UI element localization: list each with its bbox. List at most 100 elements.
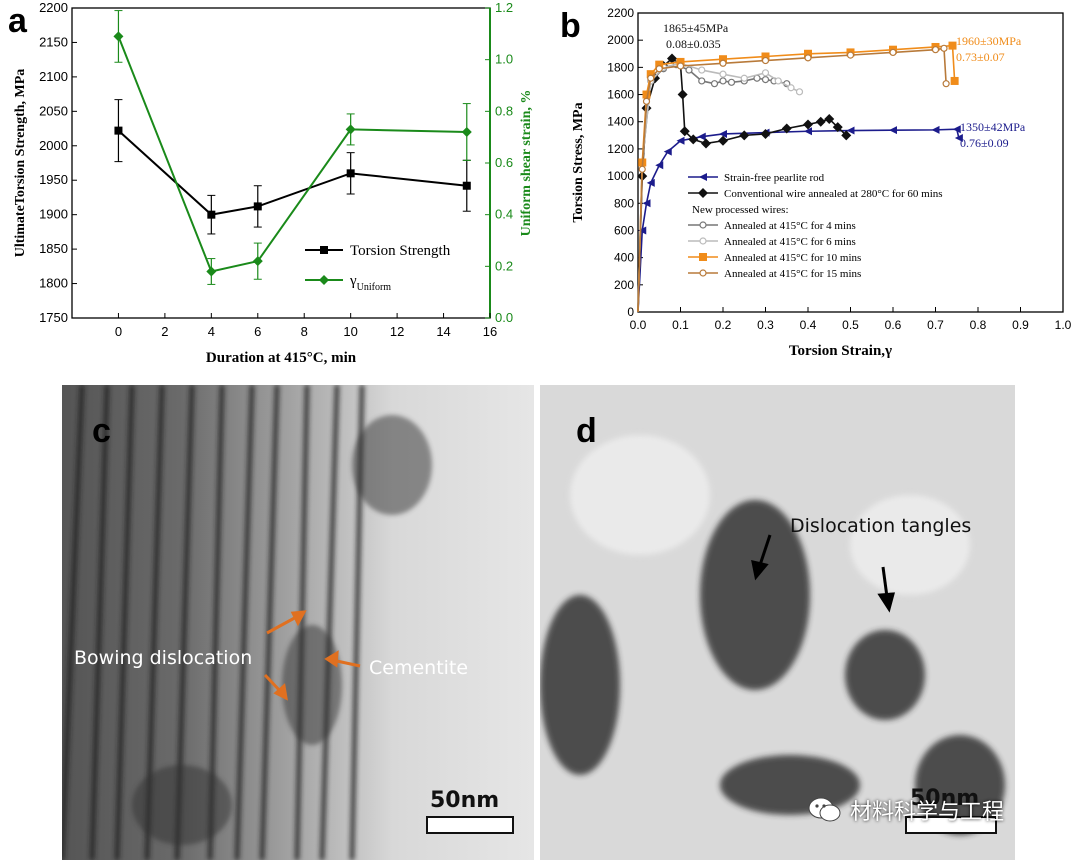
x-tick-label-b: 0.8 bbox=[970, 318, 987, 332]
x-tick-label-b: 0.4 bbox=[800, 318, 817, 332]
x-tick-label-b: 0.5 bbox=[842, 318, 859, 332]
data-point-b bbox=[954, 134, 963, 143]
x-tick-label-a: 16 bbox=[483, 324, 497, 339]
data-point-a bbox=[462, 181, 471, 190]
data-point-b bbox=[761, 69, 770, 77]
orange-arrow-icon bbox=[263, 610, 361, 701]
legend-label-b: Strain-free pearlite rod bbox=[724, 172, 825, 184]
y-right-tick-label-a: 0.0 bbox=[495, 310, 513, 325]
data-point-b bbox=[719, 70, 727, 78]
scale-bar-label-d: 50nm bbox=[910, 786, 979, 811]
legend-label-b: Annealed at 415°C for 4 mins bbox=[724, 220, 856, 232]
data-point-b bbox=[940, 44, 948, 52]
y-left-tick-label-a: 2150 bbox=[39, 34, 68, 49]
data-point-b bbox=[740, 74, 748, 82]
x-tick-label-b: 0.1 bbox=[672, 318, 689, 332]
x-tick-label-b: 0.3 bbox=[757, 318, 774, 332]
data-point-b bbox=[677, 89, 688, 100]
data-point-b bbox=[679, 126, 690, 137]
annotation-b: 0.76±0.09 bbox=[960, 136, 1009, 150]
annotation-b: 1350±42MPa bbox=[960, 120, 1026, 134]
data-point-b bbox=[676, 136, 685, 145]
series-line-a-0 bbox=[117, 129, 467, 216]
x-axis-label-a: Duration at 415°C, min bbox=[206, 350, 357, 366]
data-point-b bbox=[697, 132, 706, 141]
data-point-b bbox=[638, 226, 647, 235]
data-point-b bbox=[948, 41, 957, 50]
scale-bar-c bbox=[426, 816, 514, 834]
x-tick-label-a: 14 bbox=[436, 324, 450, 339]
legend-label-b: Annealed at 415°C for 15 mins bbox=[724, 268, 861, 280]
legend-marker-a bbox=[320, 246, 328, 254]
data-point-b bbox=[685, 66, 693, 74]
y-tick-label-b: 2200 bbox=[607, 6, 634, 20]
y-tick-label-b: 1400 bbox=[607, 115, 634, 129]
y-left-tick-label-a: 2100 bbox=[39, 69, 68, 84]
data-point-b bbox=[889, 126, 897, 135]
data-point-b bbox=[761, 52, 770, 61]
data-point-b bbox=[655, 65, 663, 73]
y-right-tick-label-a: 1.2 bbox=[495, 0, 513, 15]
series-b-0 bbox=[637, 125, 963, 313]
x-tick-label-a: 8 bbox=[301, 324, 308, 339]
plot-frame-a bbox=[71, 7, 491, 319]
data-point-b bbox=[942, 80, 950, 88]
data-point-b bbox=[647, 74, 655, 82]
legend-label-b: Annealed at 415°C for 6 mins bbox=[724, 236, 856, 248]
legend-marker-b bbox=[699, 253, 707, 261]
data-point-a bbox=[253, 202, 262, 211]
black-arrow-icon bbox=[751, 534, 895, 613]
annotation-b: 0.08±0.035 bbox=[666, 37, 721, 51]
chart-b: b 0.0 0.1 0.2 0.3 0.4 0.5 0.6 0.7 0.8 0.9 1.0 0 200 40… bbox=[560, 6, 1072, 359]
x-tick-label-a: 4 bbox=[208, 324, 215, 339]
y-left-tick-label-a: 2000 bbox=[39, 138, 68, 153]
series-line-b-0 bbox=[637, 128, 960, 313]
y-left-tick-label-a: 1850 bbox=[39, 241, 68, 256]
dislocation-tangles-label: Dislocation tangles bbox=[790, 515, 971, 537]
y-right-tick-label-a: 0.2 bbox=[495, 258, 513, 273]
data-point-b bbox=[952, 125, 961, 134]
data-point-b bbox=[846, 126, 855, 135]
data-point-a bbox=[252, 256, 263, 267]
y-right-tick-label-a: 0.8 bbox=[495, 103, 513, 118]
series-a-0 bbox=[114, 99, 471, 235]
x-tick-label-a: 2 bbox=[161, 324, 168, 339]
data-point-b bbox=[718, 135, 728, 146]
legend-marker-b bbox=[699, 221, 707, 229]
legend-label-a: Torsion Strength bbox=[350, 243, 451, 259]
y-right-tick-label-a: 0.4 bbox=[495, 207, 513, 222]
data-point-b bbox=[931, 46, 940, 54]
y-tick-label-b: 800 bbox=[614, 196, 634, 210]
annotation-b: 1865±45MPa bbox=[663, 21, 729, 35]
data-point-b bbox=[642, 97, 651, 105]
y-tick-label-b: 0 bbox=[627, 305, 634, 319]
data-point-b bbox=[655, 161, 664, 170]
data-point-b bbox=[804, 127, 812, 136]
y-right-axis-label-a: Uniform shear strain, % bbox=[519, 90, 534, 237]
wechat-icon bbox=[808, 797, 841, 822]
y-tick-label-b: 200 bbox=[614, 278, 634, 292]
data-point-b bbox=[774, 77, 782, 85]
data-point-b bbox=[931, 125, 940, 134]
legend-marker-b bbox=[699, 173, 707, 181]
y-tick-label-b: 1800 bbox=[607, 60, 634, 74]
y-tick-label-b: 1600 bbox=[607, 88, 634, 102]
data-point-b bbox=[667, 53, 677, 64]
data-point-b bbox=[846, 51, 855, 59]
x-tick-label-a: 0 bbox=[115, 324, 122, 339]
x-tick-label-b: 0.6 bbox=[885, 318, 902, 332]
data-point-b bbox=[698, 77, 706, 85]
data-point-b bbox=[676, 62, 685, 70]
data-point-a bbox=[206, 266, 217, 277]
cementite-label: Cementite bbox=[369, 657, 468, 679]
data-point-a bbox=[461, 127, 472, 137]
y-left-tick-label-a: 2200 bbox=[39, 0, 68, 15]
scale-bar-label-c: 50nm bbox=[430, 788, 499, 813]
series-line-a-1 bbox=[117, 36, 467, 273]
data-point-b bbox=[646, 178, 655, 187]
x-tick-label-b: 1.0 bbox=[1055, 318, 1072, 332]
panel-label-d: d bbox=[576, 412, 597, 450]
y-left-tick-label-a: 1800 bbox=[39, 276, 68, 291]
data-point-b bbox=[719, 59, 727, 67]
y-axis-label-b: Torsion Stress, MPa bbox=[571, 102, 586, 222]
